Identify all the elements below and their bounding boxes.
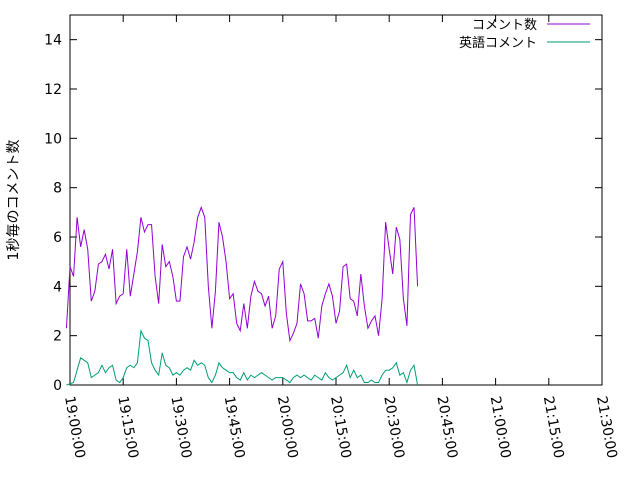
x-tick-label: 21:00:00: [487, 395, 514, 460]
x-tick-label: 19:30:00: [167, 395, 194, 460]
x-tick-label: 19:45:00: [221, 395, 248, 460]
y-tick-label: 14: [44, 33, 62, 49]
x-axis: 19:00:00 19:15:00 19:30:00 19:45:00 20:00:00…: [61, 15, 620, 460]
series-layer: [65, 205, 419, 386]
y-tick-label: 6: [53, 230, 62, 246]
x-tick-label: 19:00:00: [61, 395, 88, 460]
y-tick-label: 10: [44, 131, 62, 147]
x-tick-label: 20:15:00: [327, 395, 354, 460]
plot-frame: [69, 14, 603, 386]
series-line-1: [65, 205, 419, 343]
x-tick-label: 20:45:00: [433, 395, 460, 460]
y-tick-label: 2: [53, 329, 62, 345]
x-tick-label: 21:15:00: [540, 395, 567, 460]
y-tick-label: 0: [53, 378, 62, 394]
series-line-2: [66, 328, 419, 386]
y-tick-label: 8: [53, 181, 62, 197]
x-tick-label: 20:00:00: [274, 395, 301, 460]
x-tick-label: 21:30:00: [593, 395, 620, 460]
legend-label: 英語コメント: [459, 35, 537, 51]
x-tick-label: 19:15:00: [114, 395, 141, 460]
y-tick-label: 4: [53, 279, 62, 295]
legend-label: コメント数: [472, 18, 537, 33]
y-tick-label: 12: [44, 82, 62, 98]
y-axis: 0 2 4 6 8 10 12 14: [44, 33, 602, 394]
x-tick-label: 20:30:00: [380, 395, 407, 460]
y-axis-label: 1秒毎のコメント数: [6, 140, 22, 261]
